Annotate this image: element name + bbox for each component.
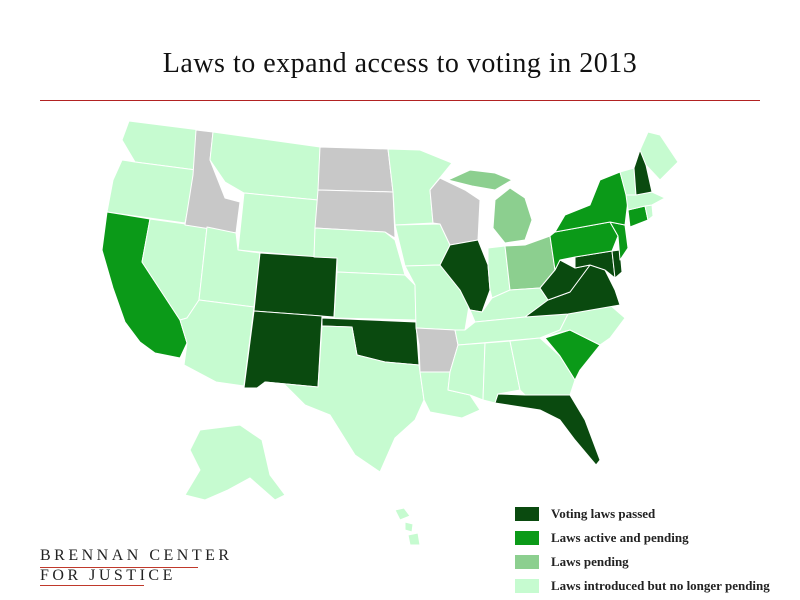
state-mi[interactable] (492, 187, 533, 244)
logo-underline-1 (40, 567, 198, 568)
state-mt[interactable] (209, 131, 321, 201)
legend-label: Laws active and pending (551, 530, 689, 545)
state-ak[interactable] (184, 424, 286, 501)
state-nd[interactable] (317, 146, 394, 193)
state-ga[interactable] (509, 337, 576, 396)
state-ny[interactable] (554, 171, 629, 233)
legend-swatch (515, 531, 539, 545)
state-nh[interactable] (633, 149, 653, 196)
legend-swatch (515, 507, 539, 521)
state-wy[interactable] (237, 192, 319, 258)
state-mi-upper[interactable] (447, 169, 513, 191)
state-fl[interactable] (494, 393, 601, 466)
legend-item-pending: Laws pending (515, 551, 795, 573)
legend-label: Voting laws passed (551, 506, 656, 521)
legend-label: Laws pending (551, 554, 629, 569)
state-ks[interactable] (333, 271, 417, 321)
state-sd[interactable] (314, 189, 396, 239)
state-az[interactable] (179, 299, 255, 387)
logo-underline-2 (40, 585, 144, 586)
legend-item-introduced: Laws introduced but no longer pending (515, 575, 795, 597)
state-tx[interactable] (264, 325, 425, 473)
map-title: Laws to expand access to voting in 2013 (162, 48, 638, 79)
state-nc[interactable] (539, 304, 626, 346)
state-ia[interactable] (394, 223, 451, 267)
state-nm[interactable] (243, 310, 323, 389)
title-divider (40, 100, 760, 101)
state-or[interactable] (106, 159, 197, 224)
state-me[interactable] (639, 131, 679, 181)
brennan-center-logo: BRENNAN CENTER FOR JUSTICE (40, 547, 233, 586)
logo-line-1: BRENNAN CENTER (40, 547, 233, 564)
logo-line-2: FOR JUSTICE (40, 567, 176, 584)
legend-swatch (515, 579, 539, 593)
legend-item-active: Laws active and pending (515, 527, 795, 549)
state-co[interactable] (253, 252, 338, 318)
legend-label: Laws introduced but no longer pending (551, 578, 770, 593)
map-legend: Voting laws passed Laws active and pendi… (515, 503, 795, 599)
state-hi[interactable] (394, 507, 421, 546)
legend-swatch (515, 555, 539, 569)
legend-item-passed: Voting laws passed (515, 503, 795, 525)
